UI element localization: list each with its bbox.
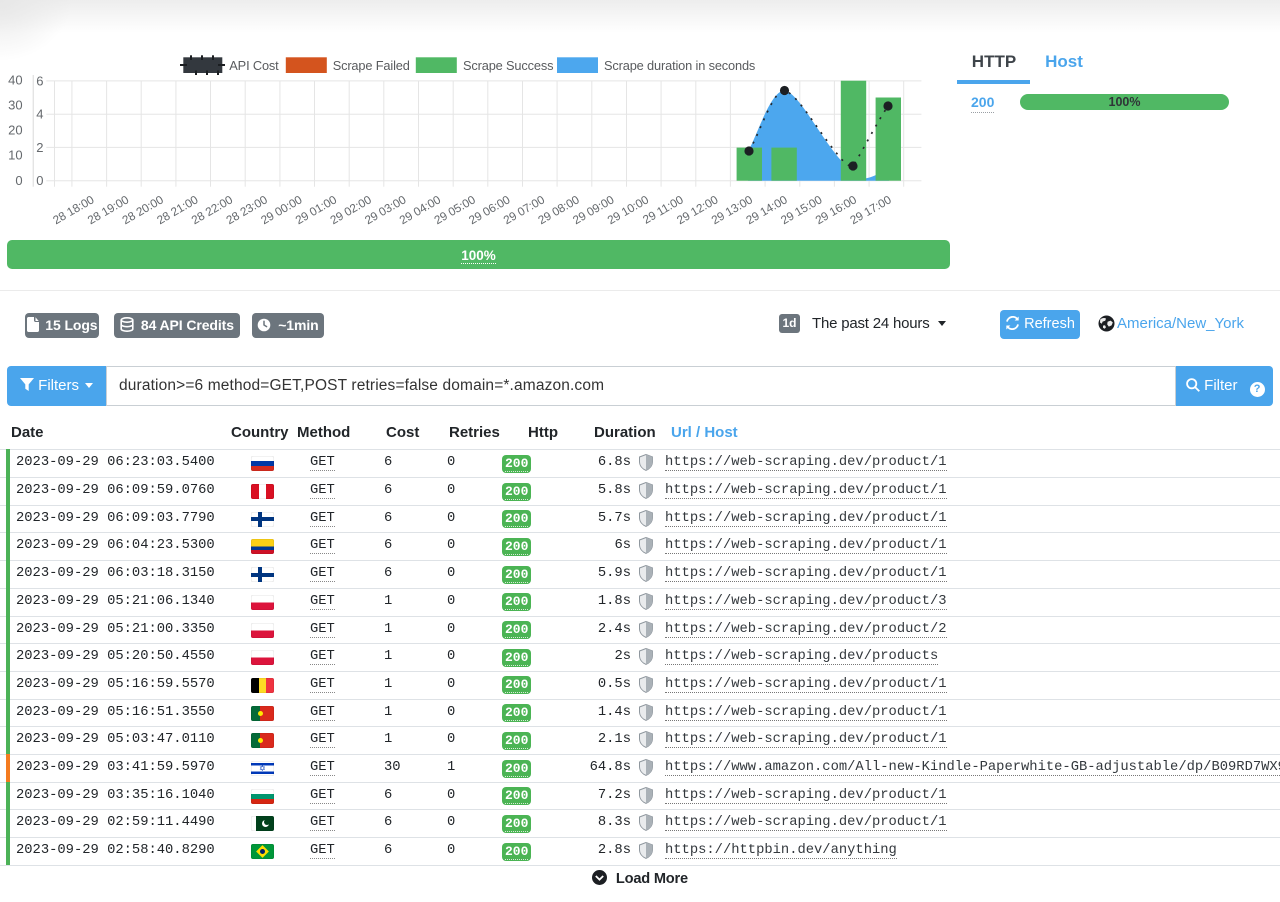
svg-text:0: 0 [36,173,43,188]
svg-text:40: 40 [8,73,22,88]
svg-text:API Cost: API Cost [229,58,279,73]
svg-text:2: 2 [36,140,43,155]
svg-text:20: 20 [8,122,22,137]
svg-text:Scrape Failed: Scrape Failed [333,58,410,73]
svg-text:Scrape Success: Scrape Success [463,58,553,73]
svg-text:6: 6 [36,73,43,88]
svg-text:10: 10 [8,147,22,162]
svg-text:30: 30 [8,98,22,113]
svg-text:Scrape duration in seconds: Scrape duration in seconds [604,58,755,73]
svg-text:4: 4 [36,107,43,122]
svg-text:0: 0 [15,173,22,188]
